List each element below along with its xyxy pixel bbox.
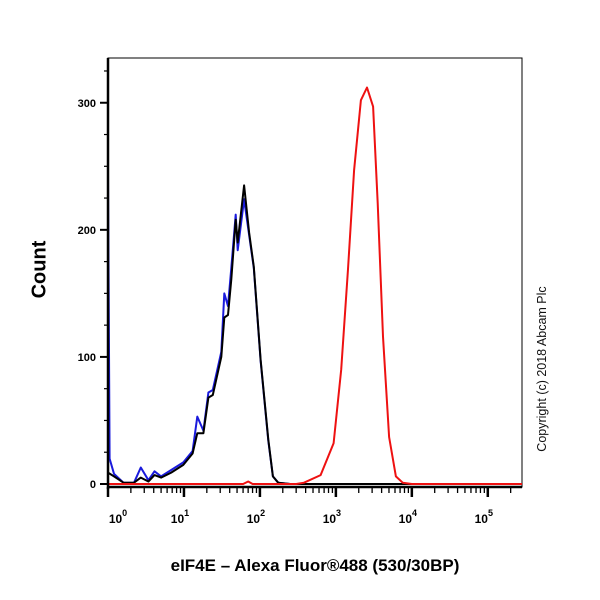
y-tick-label: 0 xyxy=(90,479,96,491)
x-tick-label: 103 xyxy=(323,508,341,526)
x-tick-label: 101 xyxy=(171,508,189,526)
series-line-eIF4E-stained xyxy=(108,86,522,485)
y-axis-title: Count xyxy=(28,240,51,299)
series-line-isotype-control xyxy=(107,172,522,485)
copyright-notice: Copyright (c) 2018 Abcam Plc xyxy=(535,286,549,452)
x-tick-label: 100 xyxy=(109,508,127,526)
x-tick-label: 104 xyxy=(399,508,417,526)
x-tick-label: 105 xyxy=(475,508,493,526)
y-tick-label: 200 xyxy=(78,225,96,237)
series-line-unlabelled-control xyxy=(107,184,522,485)
x-axis-title: eIF4E – Alexa Fluor®488 (530/30BP) xyxy=(170,556,460,575)
y-tick-label: 300 xyxy=(78,98,96,110)
x-tick-label: 102 xyxy=(247,508,265,526)
y-tick-label: 100 xyxy=(78,352,96,364)
plot-frame xyxy=(107,57,523,488)
